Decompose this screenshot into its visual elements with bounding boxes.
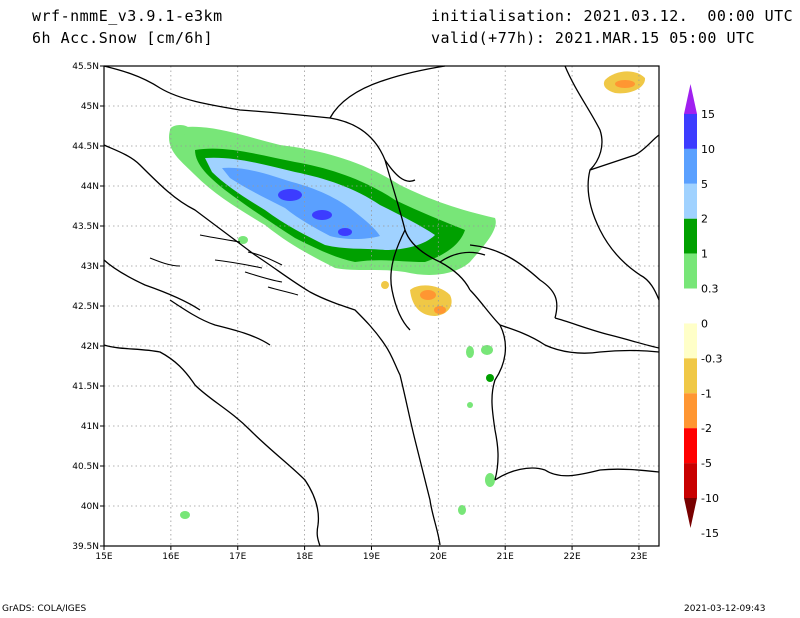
colorbar-swatch: [684, 288, 697, 324]
colorbar-label: -1: [701, 387, 712, 400]
lat-tick-label: 44N: [81, 182, 99, 192]
colorbar-label: -15: [701, 527, 719, 540]
longitude-tick-labels: 15E 16E 17E 18E 19E 20E 21E 22E 23E: [95, 546, 648, 562]
lat-tick-label: 40N: [81, 502, 99, 512]
colorbar-label: 5: [701, 178, 708, 191]
timestamp-label: 2021-03-12-09:43: [684, 604, 766, 614]
colorbar-swatch: [684, 358, 697, 394]
colorbar-swatch: [684, 393, 697, 429]
lat-tick-label: 44.5N: [72, 142, 99, 152]
colorbar-swatch: [684, 463, 697, 498]
colorbar-swatch: [684, 148, 697, 184]
lon-tick-label: 20E: [430, 552, 447, 562]
islands: [149, 234, 299, 296]
lat-tick-label: 39.5N: [72, 542, 99, 552]
lat-tick-label: 45N: [81, 102, 99, 112]
lon-tick-label: 15E: [95, 552, 112, 562]
lon-tick-label: 19E: [363, 552, 380, 562]
lat-tick-label: 42N: [81, 342, 99, 352]
credit-label: GrADS: COLA/IGES: [2, 604, 87, 614]
colorbar-swatch: [684, 114, 697, 149]
lon-tick-label: 17E: [229, 552, 246, 562]
initialisation-time: initialisation: 2021.03.12. 00:00 UTC: [431, 7, 794, 25]
lon-tick-label: 16E: [162, 552, 179, 562]
colorbar-swatch: [684, 323, 697, 359]
coastlines-and-borders: [103, 65, 660, 547]
variable-title: 6h Acc.Snow [cm/6h]: [32, 29, 214, 47]
colorbar-label: -0.3: [701, 352, 722, 365]
lat-tick-label: 42.5N: [72, 302, 99, 312]
lon-tick-label: 18E: [296, 552, 313, 562]
colorbar-label: 0.3: [701, 283, 719, 296]
latitude-tick-labels: 39.5N 40N 40.5N 41N 41.5N 42N 42.5N 43N 43.5N 44N…: [72, 62, 104, 552]
lat-tick-label: 43N: [81, 262, 99, 272]
colorbar-label: 10: [701, 143, 715, 156]
colorbar-label: 0: [701, 317, 708, 330]
lat-tick-label: 45.5N: [72, 62, 99, 72]
colorbar-label: 1: [701, 248, 708, 261]
colorbar-swatch: [684, 428, 697, 464]
colorbar-swatch: [684, 218, 697, 254]
lat-tick-label: 41.5N: [72, 382, 99, 392]
lon-tick-label: 23E: [630, 552, 647, 562]
colorbar-label: 2: [701, 213, 708, 226]
lon-tick-label: 21E: [497, 552, 514, 562]
colorbar-legend: 15 10 5 2 1 0.3 0 -0.3 -1 -2 -5 -10 -15: [684, 84, 722, 540]
colorbar-swatch: [684, 183, 697, 219]
snow-field: [169, 71, 646, 519]
colorbar-swatch: [684, 253, 697, 289]
colorbar-label: -10: [701, 492, 719, 505]
lon-tick-label: 22E: [564, 552, 581, 562]
model-title: wrf-nmmE_v3.9.1-e3km: [32, 7, 223, 25]
colorbar-bottom-arrow: [684, 498, 697, 528]
lat-tick-label: 43.5N: [72, 222, 99, 232]
lat-lon-grid: [104, 66, 659, 546]
colorbar-top-arrow: [684, 84, 697, 114]
colorbar-label: -2: [701, 422, 712, 435]
colorbar-label: 15: [701, 108, 715, 121]
colorbar-label: -5: [701, 457, 712, 470]
valid-time: valid(+77h): 2021.MAR.15 05:00 UTC: [431, 29, 756, 47]
lat-tick-label: 41N: [81, 422, 99, 432]
lat-tick-label: 40.5N: [72, 462, 99, 472]
